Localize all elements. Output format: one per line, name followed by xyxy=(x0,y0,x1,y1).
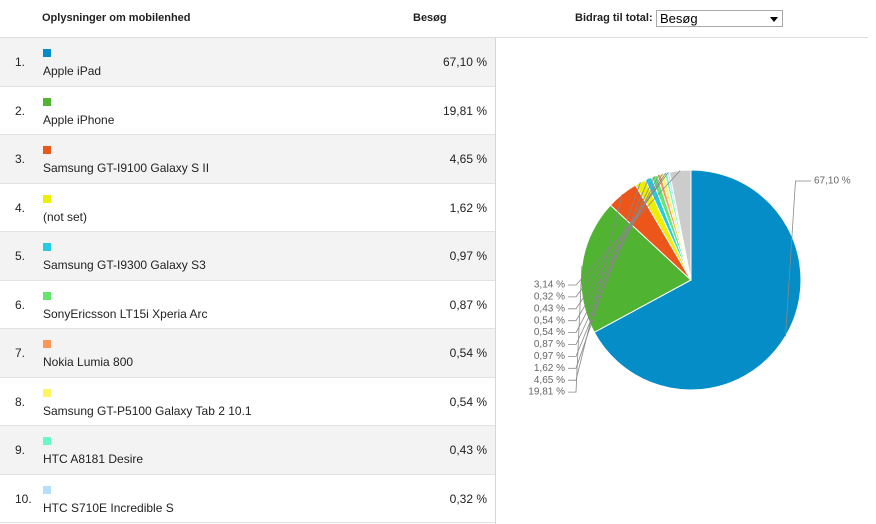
label-leader-line xyxy=(568,178,649,357)
legend-swatch xyxy=(43,485,51,494)
table-header: Oplysninger om mobilenhed Besøg Bidrag t… xyxy=(0,0,868,38)
table-row[interactable]: 10. HTC S710E Incredible S 0,32 % xyxy=(0,474,496,523)
visits-percent: 0,54 % xyxy=(449,394,487,409)
table-row[interactable]: 4. (not set) 1,62 % xyxy=(0,183,496,232)
label-leader-line xyxy=(568,170,681,286)
table-row[interactable]: 1. Apple iPad 67,10 % xyxy=(0,38,496,87)
visits-percent: 0,32 % xyxy=(449,491,487,506)
pie-slice[interactable] xyxy=(593,169,802,391)
row-rank: 4. xyxy=(15,200,26,215)
table-row[interactable]: 2. Apple iPhone 19,81 % xyxy=(0,86,496,135)
slice-data-label: 0,54 % xyxy=(534,315,565,326)
slice-data-label: 3,14 % xyxy=(534,280,565,291)
label-leader-line xyxy=(568,194,623,381)
visits-percent: 0,97 % xyxy=(449,249,487,263)
device-table: 1. Apple iPad 67,10 % 2. Apple iPhone 19,81 %… xyxy=(0,38,496,523)
device-name[interactable]: Apple iPhone xyxy=(43,112,115,127)
slice-data-label: 4,65 % xyxy=(534,375,565,386)
device-name[interactable]: SonyEricsson LT15i Xperia Arc xyxy=(43,306,208,321)
device-column-header[interactable]: Oplysninger om mobilenhed xyxy=(42,12,191,24)
contribution-label: Bidrag til total: xyxy=(575,12,653,24)
device-name[interactable]: Apple iPad xyxy=(43,64,102,78)
contribution-select-value: Besøg xyxy=(660,11,698,26)
legend-swatch xyxy=(43,49,51,57)
table-row[interactable]: 5. Samsung GT-I9300 Galaxy S3 0,97 % xyxy=(0,232,496,281)
visits-percent: 0,43 % xyxy=(449,443,487,457)
row-rank: 2. xyxy=(15,103,26,118)
label-leader-line xyxy=(785,180,811,337)
row-rank: 9. xyxy=(15,443,26,457)
table-row[interactable]: 9. HTC A8181 Desire 0,43 % xyxy=(0,426,496,475)
pie-chart: 67,10 %3,14 %0,32 %0,43 %0,54 %0,54 %0,8… xyxy=(528,169,851,398)
row-rank: 10. xyxy=(15,491,32,506)
visits-column-header[interactable]: Besøg xyxy=(413,12,447,24)
label-leader-line xyxy=(568,266,583,393)
visits-percent: 0,87 % xyxy=(449,297,487,312)
device-name[interactable]: HTC A8181 Desire xyxy=(43,452,144,466)
legend-swatch xyxy=(43,291,51,300)
slice-data-label: 67,10 % xyxy=(814,176,851,187)
label-leader-line xyxy=(568,182,641,369)
visits-percent: 4,65 % xyxy=(449,152,487,166)
legend-swatch xyxy=(43,194,51,203)
table-row[interactable]: 7. Nokia Lumia 800 0,54 % xyxy=(0,329,496,378)
label-leader-line xyxy=(568,172,669,298)
table-row[interactable]: 3. Samsung GT-I9100 Galaxy S II 4,65 % xyxy=(0,135,496,184)
legend-swatch xyxy=(43,243,51,251)
table-row[interactable]: 6. SonyEricsson LT15i Xperia Arc 0,87 % xyxy=(0,280,496,329)
column-divider xyxy=(495,38,496,524)
legend-swatch xyxy=(43,437,51,445)
visits-percent: 0,54 % xyxy=(449,346,487,360)
label-leader-line xyxy=(568,176,655,345)
row-rank: 7. xyxy=(15,346,26,360)
visits-percent: 1,62 % xyxy=(449,200,487,215)
slice-data-label: 0,43 % xyxy=(534,303,565,314)
device-name[interactable]: Samsung GT-P5100 Galaxy Tab 2 10.1 xyxy=(43,403,252,418)
legend-swatch xyxy=(43,146,51,154)
slice-data-label: 1,62 % xyxy=(534,363,565,374)
contribution-select[interactable]: Besøg xyxy=(656,10,783,27)
visits-percent: 67,10 % xyxy=(442,55,487,69)
row-rank: 1. xyxy=(15,55,26,69)
row-rank: 8. xyxy=(15,394,26,409)
slice-data-label: 0,87 % xyxy=(534,339,565,350)
device-name[interactable]: Samsung GT-I9100 Galaxy S II xyxy=(43,161,210,175)
slice-data-label: 19,81 % xyxy=(528,387,565,398)
device-name[interactable]: Samsung GT-I9300 Galaxy S3 xyxy=(43,258,206,272)
visits-percent: 19,81 % xyxy=(442,103,487,118)
legend-swatch xyxy=(43,388,51,397)
row-rank: 6. xyxy=(15,297,26,312)
slice-data-label: 0,97 % xyxy=(534,351,565,362)
table-row[interactable]: 8. Samsung GT-P5100 Galaxy Tab 2 10.1 0,54… xyxy=(0,377,496,426)
legend-swatch xyxy=(43,97,51,106)
device-name[interactable]: HTC S710E Incredible S xyxy=(43,500,174,515)
device-name[interactable]: Nokia Lumia 800 xyxy=(43,355,134,369)
chevron-down-icon xyxy=(770,17,778,22)
row-rank: 5. xyxy=(15,249,26,263)
slice-data-label: 0,32 % xyxy=(534,292,565,303)
row-rank: 3. xyxy=(15,152,26,166)
slice-data-label: 0,54 % xyxy=(534,327,565,338)
device-name[interactable]: (not set) xyxy=(43,209,88,224)
label-leader-line xyxy=(568,174,660,334)
legend-swatch xyxy=(43,340,51,348)
